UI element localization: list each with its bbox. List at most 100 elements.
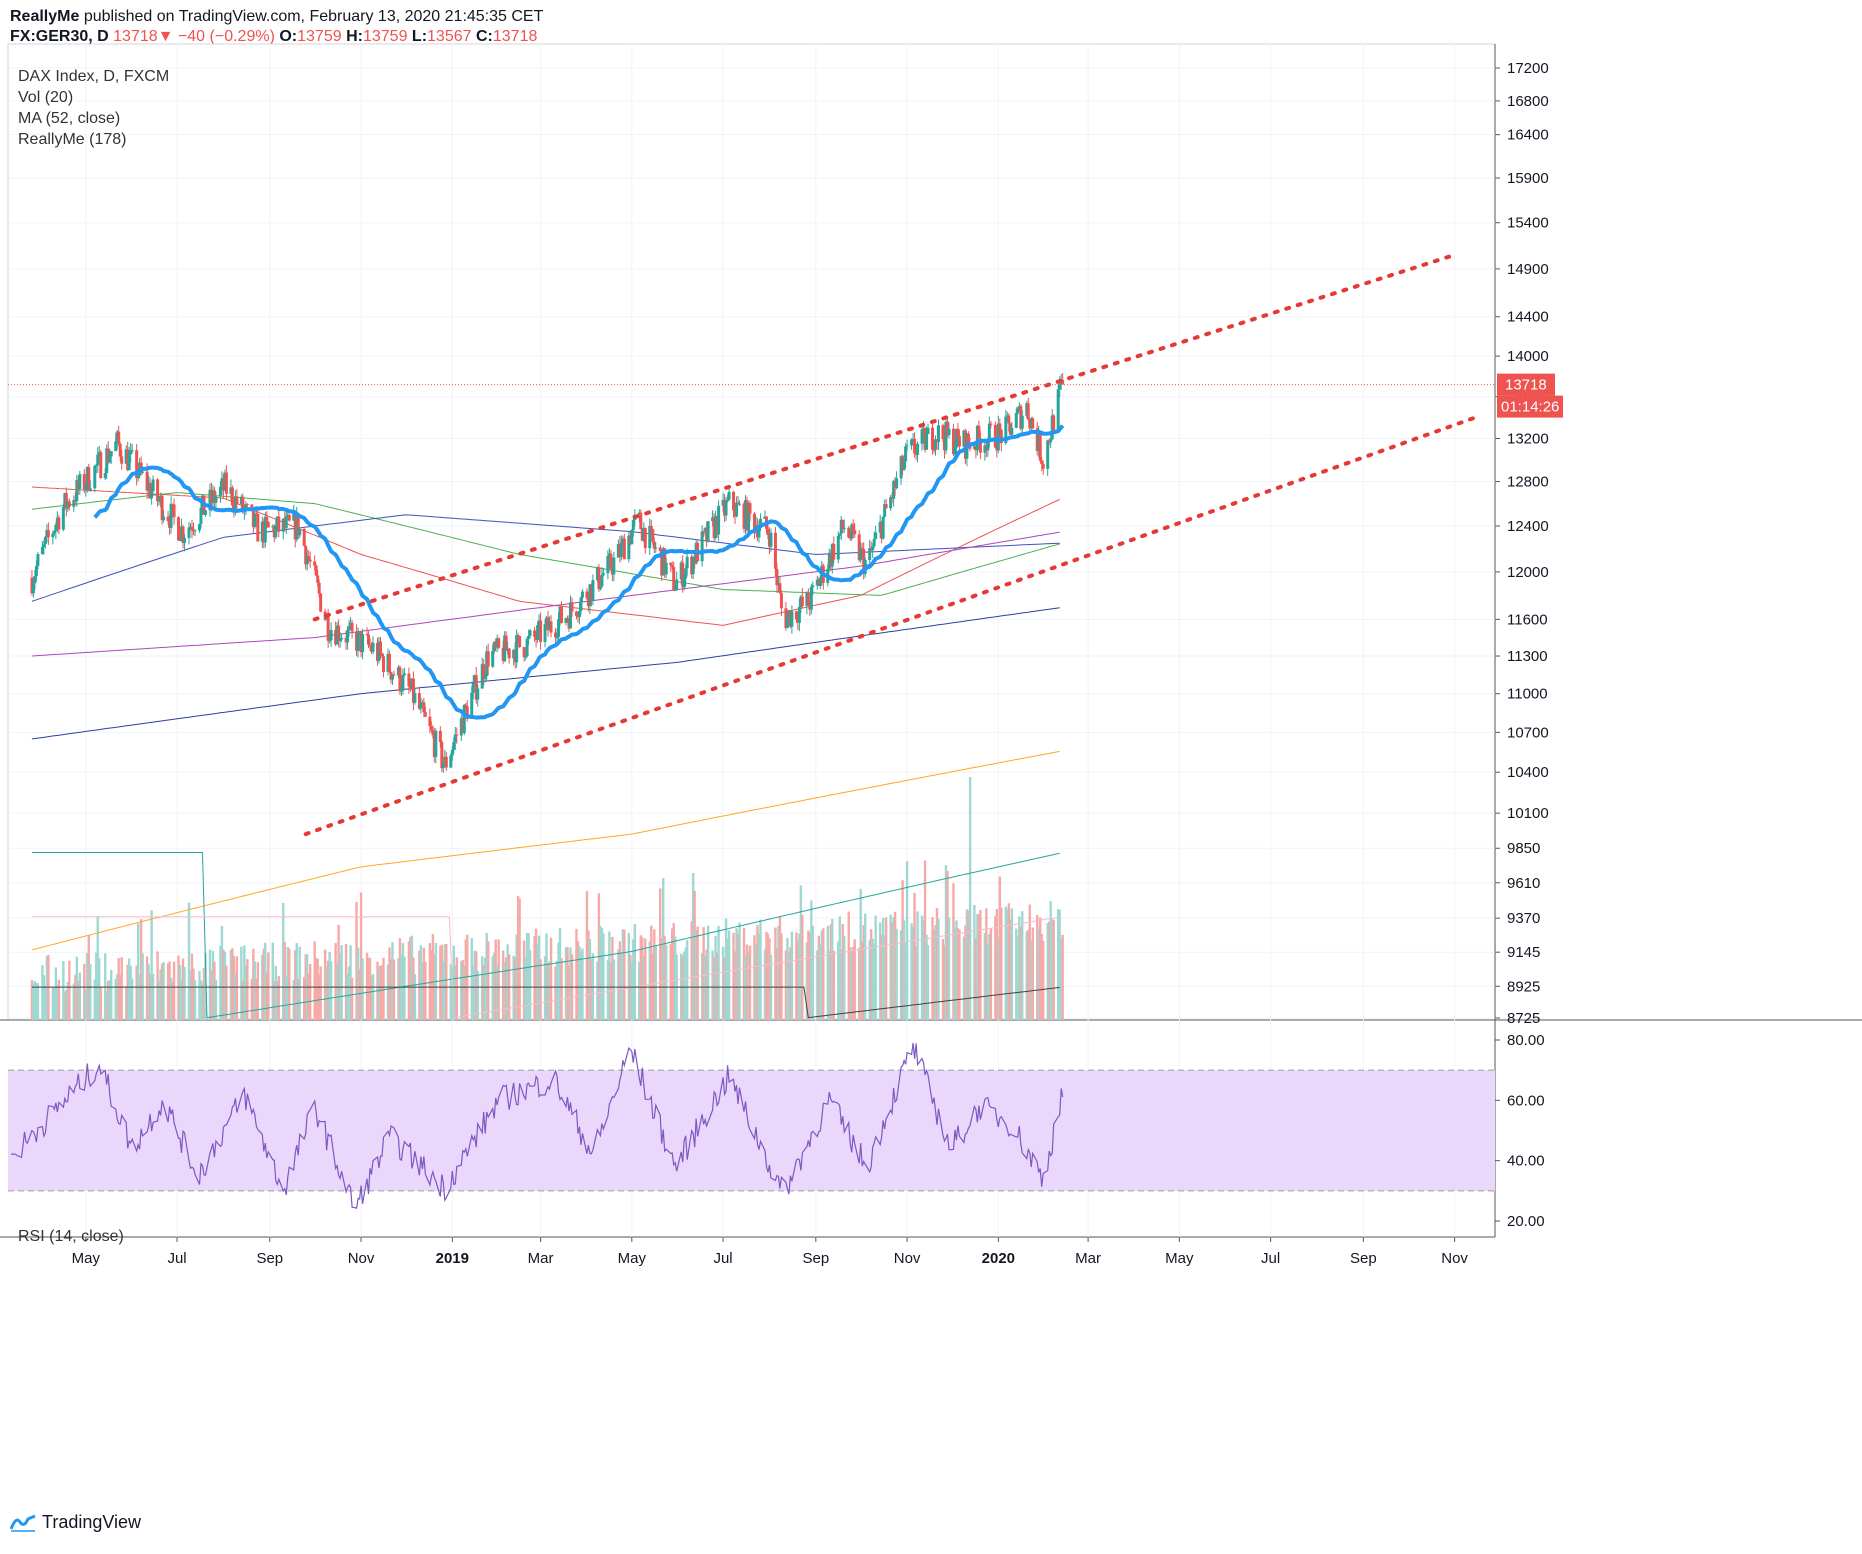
volume-bar (235, 956, 239, 1020)
volume-bar (44, 985, 47, 1020)
volume-bar (973, 904, 976, 1020)
candle-body (108, 456, 112, 463)
volume-bar (632, 939, 635, 1020)
volume-bar (368, 958, 372, 1020)
volume-bar (575, 928, 578, 1020)
volume-bar (232, 955, 236, 1020)
volume-bar (641, 937, 644, 1020)
candle-body (398, 667, 402, 692)
volume-bar (326, 960, 330, 1020)
volume-bar (317, 974, 321, 1020)
candle-body (953, 447, 957, 455)
candle-body (356, 631, 360, 651)
volume-bar (958, 929, 961, 1020)
volume-bar (96, 915, 99, 1020)
candle-body (87, 467, 91, 491)
volume-bar (1056, 909, 1060, 1020)
volume-bar (231, 948, 234, 1020)
volume-bar (211, 950, 215, 1020)
legend-title[interactable]: DAX Index, D, FXCM (18, 68, 170, 85)
candle-body (411, 678, 415, 703)
legend-indicator[interactable]: ReallyMe (178) (18, 131, 127, 148)
volume-bar (872, 943, 876, 1020)
tradingview-logo-icon (10, 1514, 36, 1532)
volume-bar (602, 933, 605, 1020)
volume-bar (295, 942, 298, 1020)
candle-body (987, 423, 991, 441)
volume-bar (308, 964, 312, 1020)
volume-bar (715, 952, 719, 1020)
candle-body (800, 596, 804, 606)
time-tick-label: Sep (1350, 1250, 1377, 1267)
candle-body (118, 443, 122, 457)
volume-bar (72, 983, 76, 1020)
legend-vol[interactable]: Vol (20) (18, 89, 74, 106)
volume-bar (219, 945, 222, 1020)
volume-bar (294, 950, 297, 1020)
candle-body (482, 664, 486, 679)
candle-body (296, 514, 300, 536)
volume-bar (277, 976, 280, 1020)
candle-body (462, 704, 466, 733)
volume-bar (130, 978, 134, 1020)
volume-bar (974, 938, 978, 1020)
volume-bar (608, 931, 611, 1020)
candle-body (785, 615, 789, 628)
candle-body (438, 730, 442, 743)
volume-bar (747, 952, 750, 1020)
candle-body (319, 593, 323, 612)
candle-body (337, 625, 341, 641)
candle-body (732, 491, 736, 511)
volume-bar (1016, 936, 1019, 1020)
tradingview-brand[interactable]: TradingView (10, 1512, 141, 1533)
volume-bar (829, 924, 832, 1020)
volume-bar (473, 950, 476, 1020)
volume-bar (407, 941, 411, 1020)
volume-bar (443, 944, 447, 1020)
volume-bar (162, 962, 165, 1020)
rsi-title[interactable]: RSI (14, close) (18, 1228, 124, 1245)
volume-bar (413, 974, 417, 1020)
candle-body (230, 487, 234, 506)
volume-bar (418, 950, 421, 1020)
volume-bar (859, 888, 862, 1020)
volume-bar (943, 944, 946, 1020)
candle-body (905, 445, 909, 447)
candle-body (263, 516, 267, 543)
time-tick-label: Jul (167, 1250, 186, 1267)
volume-bar (66, 981, 70, 1020)
volume-bar (766, 933, 770, 1020)
volume-bar (506, 944, 509, 1020)
volume-bar (198, 971, 201, 1020)
candle-body (954, 428, 958, 448)
volume-bar (150, 910, 153, 1020)
volume-bar (663, 936, 666, 1020)
candle-body (524, 655, 528, 658)
volume-bar (274, 965, 277, 1020)
volume-bar (828, 950, 831, 1020)
volume-bar (99, 987, 102, 1020)
legend-ma[interactable]: MA (52, close) (18, 110, 121, 127)
trend-channel[interactable] (303, 252, 1478, 837)
volume-bar (497, 939, 500, 1020)
volume-bar (1025, 931, 1028, 1020)
volume-bar (126, 964, 129, 1020)
volume-bar (513, 957, 517, 1020)
volume-bar (732, 932, 735, 1020)
candle-body (951, 428, 955, 455)
candle-body (160, 495, 164, 521)
volume-bar (850, 950, 853, 1020)
volume-bar (439, 946, 442, 1020)
volume-bar (884, 917, 888, 1020)
candle-body (832, 543, 836, 560)
candle-body (779, 593, 783, 609)
publisher-name[interactable]: ReallyMe (10, 8, 80, 25)
volume-bar (994, 916, 997, 1020)
volume-bar (62, 960, 65, 1020)
volume-bar (1047, 921, 1051, 1020)
candle-body (57, 517, 61, 530)
volume-bar (778, 916, 782, 1020)
candle-body (895, 478, 899, 489)
